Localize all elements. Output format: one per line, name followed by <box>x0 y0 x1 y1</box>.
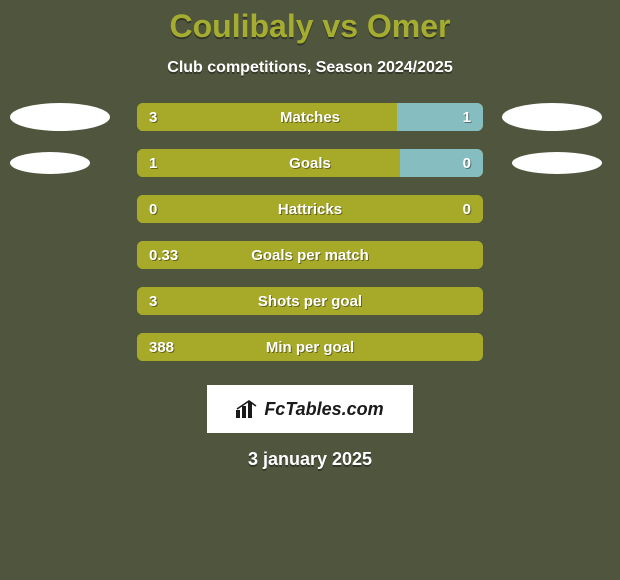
stat-bar-left-segment <box>137 195 483 223</box>
stat-row: 388Min per goal <box>0 333 620 361</box>
stat-bar: 00Hattricks <box>137 195 483 223</box>
stat-row: 0.33Goals per match <box>0 241 620 269</box>
stat-value-right: 1 <box>463 103 471 131</box>
stat-row: 10Goals <box>0 149 620 177</box>
stat-row: 31Matches <box>0 103 620 131</box>
stat-row: 3Shots per goal <box>0 287 620 315</box>
stat-value-right: 0 <box>463 195 471 223</box>
stat-row: 00Hattricks <box>0 195 620 223</box>
stat-bar-left-segment <box>137 333 483 361</box>
player-pellet-right <box>512 152 602 174</box>
stat-bar: 10Goals <box>137 149 483 177</box>
stat-bar-left-segment <box>137 103 397 131</box>
fctables-logo-icon <box>236 400 258 418</box>
comparison-widget: Coulibaly vs Omer Club competitions, Sea… <box>0 0 620 470</box>
stat-value-left: 0 <box>149 195 157 223</box>
player-pellet-left <box>10 152 90 174</box>
stat-bar-left-segment <box>137 287 483 315</box>
stat-bar: 31Matches <box>137 103 483 131</box>
stat-value-left: 1 <box>149 149 157 177</box>
player-pellet-left <box>10 103 110 131</box>
stat-value-left: 388 <box>149 333 174 361</box>
logo-text: FcTables.com <box>264 399 383 420</box>
stat-value-left: 3 <box>149 103 157 131</box>
stat-bar: 388Min per goal <box>137 333 483 361</box>
stat-bar: 0.33Goals per match <box>137 241 483 269</box>
player-pellet-right <box>502 103 602 131</box>
subtitle: Club competitions, Season 2024/2025 <box>167 59 452 77</box>
page-title: Coulibaly vs Omer <box>170 8 451 45</box>
stat-bar-left-segment <box>137 149 400 177</box>
stat-bar: 3Shots per goal <box>137 287 483 315</box>
logo-box[interactable]: FcTables.com <box>207 385 413 433</box>
stat-bar-left-segment <box>137 241 483 269</box>
stat-value-right: 0 <box>463 149 471 177</box>
stat-value-left: 3 <box>149 287 157 315</box>
chart-area: 31Matches10Goals00Hattricks0.33Goals per… <box>0 103 620 379</box>
date-label: 3 january 2025 <box>248 449 372 470</box>
stat-value-left: 0.33 <box>149 241 178 269</box>
